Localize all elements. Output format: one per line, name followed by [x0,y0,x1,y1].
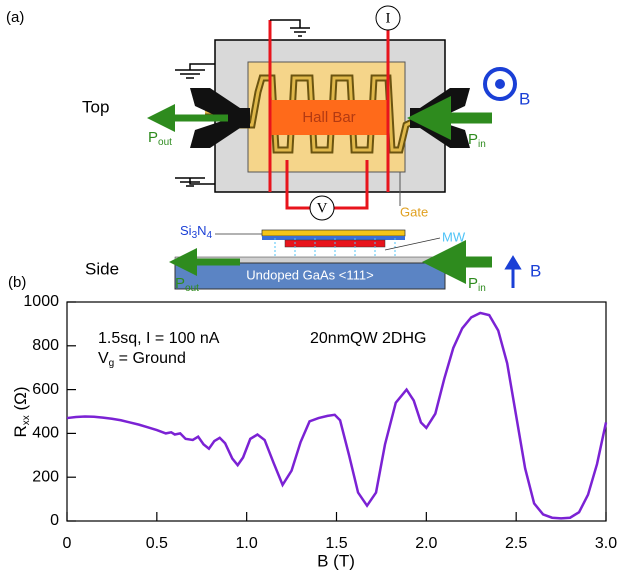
si3n4-layer [262,236,405,240]
side-label: Side [85,259,119,278]
figure: (a) Top Hall Bar I V Pout Pin B Gate Sid… [0,0,621,575]
y-tick-label: 600 [32,381,59,398]
gate-layer [262,230,405,236]
x-tick-label: 1.5 [325,535,347,552]
gate-label: Gate [400,204,428,219]
x-tick-label: 0.5 [146,535,168,552]
annotation: Vg = Ground [98,350,186,368]
y-axis-label: Rxx (Ω) [11,386,31,437]
top-label: Top [82,97,109,116]
y-tick-label: 800 [32,337,59,354]
x-tick-label: 0 [63,535,72,552]
x-tick-label: 1.0 [236,535,258,552]
y-tick-label: 400 [32,425,59,442]
x-axis-label: B (T) [317,551,355,570]
annotation: 1.5sq, I = 100 nA [98,330,220,347]
x-tick-label: 3.0 [595,535,617,552]
ammeter-label: I [386,10,391,26]
hall-bar-label: Hall Bar [302,109,355,126]
annotation: 20nmQW 2DHG [310,330,426,347]
p-out: Pout [148,129,172,148]
mw-label: MW [442,229,466,244]
field-dot [495,79,505,89]
field-label: B [519,89,530,108]
y-tick-label: 200 [32,468,59,485]
p-in-side: Pin [468,275,486,294]
p-in: Pin [468,131,486,150]
voltmeter-label: V [317,200,328,216]
x-tick-label: 2.0 [415,535,437,552]
substrate-label: Undoped GaAs <111> [246,267,373,282]
panel-label: (b) [8,274,26,291]
panel-label: (a) [6,9,24,26]
y-tick-label: 1000 [23,293,59,310]
field-label-side: B [530,261,541,280]
y-tick-label: 0 [50,512,59,529]
x-tick-label: 2.5 [505,535,527,552]
si3n4-label: Si3N4 [180,223,213,240]
field-arrow [507,258,519,288]
